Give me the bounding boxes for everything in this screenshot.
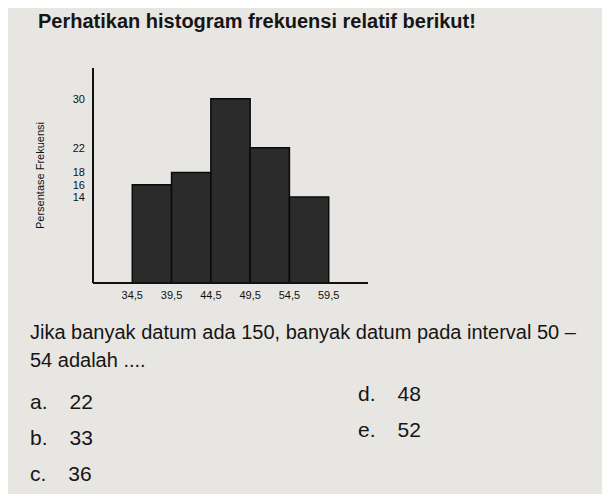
html-text:e.: e. [358, 418, 376, 441]
svg-text:16: 16 [73, 179, 85, 191]
html-text:c.: c. [30, 462, 47, 485]
svg-text:59,5: 59,5 [318, 289, 339, 301]
svg-text:54,5: 54,5 [279, 289, 300, 301]
html-text:36: 36 [68, 462, 92, 485]
html-text:d.: d. [358, 382, 376, 405]
svg-text:22: 22 [73, 142, 85, 154]
svg-text:30: 30 [73, 93, 85, 105]
svg-text:14: 14 [73, 191, 85, 203]
html-text:48: 48 [397, 382, 421, 405]
svg-text:39,5: 39,5 [161, 289, 182, 301]
html-text:33: 33 [69, 426, 93, 449]
html-text:a.: a. [30, 390, 48, 413]
html-text:22: 22 [69, 390, 93, 413]
svg-text:49,5: 49,5 [239, 289, 260, 301]
svg-text:18: 18 [73, 166, 85, 178]
svg-text:34,5: 34,5 [122, 289, 143, 301]
html-text:52: 52 [397, 418, 421, 441]
html-text:Perhatikan histogram frekuensi: Perhatikan histogram frekuensi relatif b… [38, 10, 476, 32]
svg-text:44,5: 44,5 [200, 289, 221, 301]
svg-text:Persentase Frekuensi: Persentase Frekuensi [34, 122, 46, 229]
html-text:b.: b. [30, 426, 48, 449]
html-text:Jika banyak datum ada 150, ban: Jika banyak datum ada 150, banyak datum … [30, 321, 576, 371]
